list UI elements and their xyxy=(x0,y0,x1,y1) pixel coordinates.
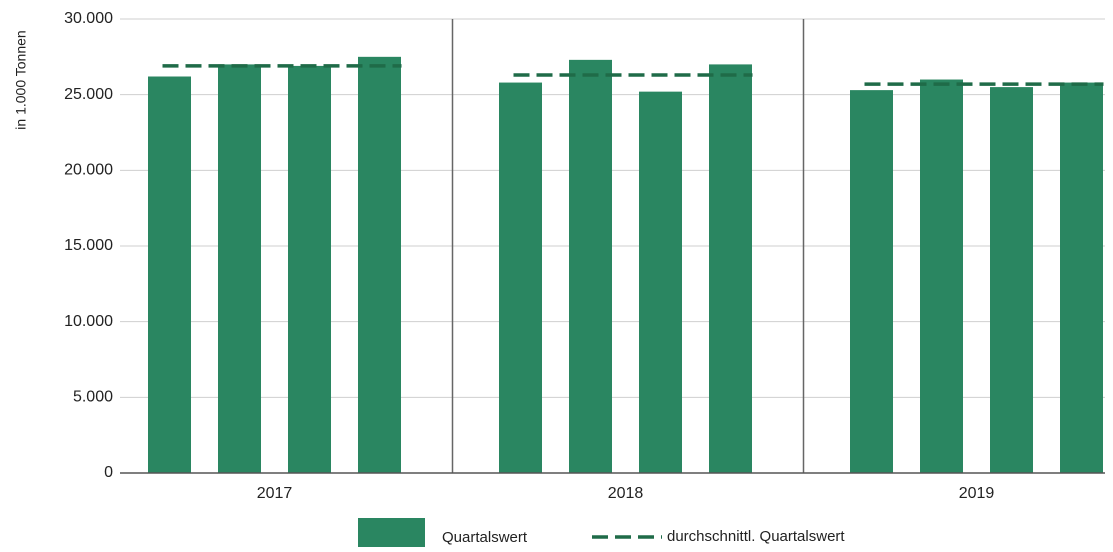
bar xyxy=(218,64,261,474)
bar xyxy=(990,87,1033,473)
y-tick-label: 10.000 xyxy=(64,313,113,330)
y-tick-label: 30.000 xyxy=(64,10,113,27)
bar xyxy=(148,76,191,474)
legend-swatch xyxy=(358,518,425,547)
x-tick-label: 2018 xyxy=(608,485,644,502)
y-tick-label: 0 xyxy=(104,464,113,481)
legend-label: Quartalswert xyxy=(442,529,528,546)
bar xyxy=(850,90,893,474)
y-tick-label: 20.000 xyxy=(64,162,113,179)
bar xyxy=(920,79,963,474)
bar xyxy=(1060,82,1103,473)
y-tick-label: 15.000 xyxy=(64,237,113,254)
bar xyxy=(639,91,682,473)
y-tick-label: 5.000 xyxy=(73,389,113,406)
x-tick-label: 2017 xyxy=(257,485,293,502)
y-axis-label: in 1.000 Tonnen xyxy=(13,30,29,129)
bar xyxy=(709,64,752,474)
bar xyxy=(358,56,401,473)
bar xyxy=(499,82,542,473)
x-tick-label: 2019 xyxy=(959,485,995,502)
bar xyxy=(288,65,331,473)
bar xyxy=(569,59,612,474)
legend-label: durchschnittl. Quartalswert xyxy=(667,528,845,545)
y-tick-label: 25.000 xyxy=(64,86,113,103)
